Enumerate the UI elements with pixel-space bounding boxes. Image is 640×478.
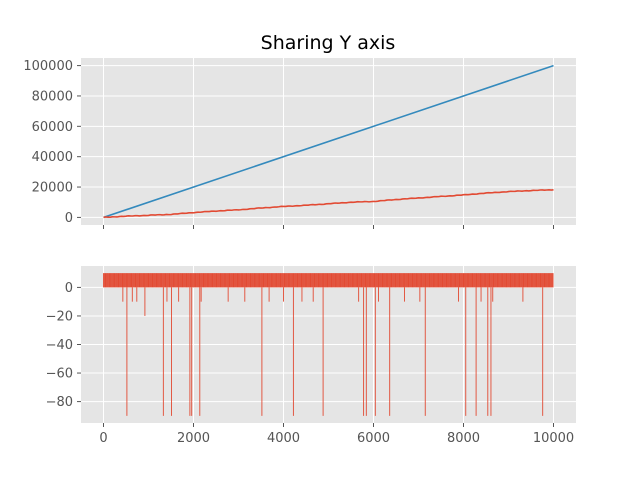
bottom-axes: −80 −60 −40 −20 0 0 2000 4000 6000 8000 10000 bbox=[46, 266, 576, 446]
bottom-y-tick-label: −60 bbox=[46, 367, 73, 382]
bottom-y-tick-label: −20 bbox=[46, 309, 73, 324]
chart-title: Sharing Y axis bbox=[261, 32, 396, 54]
bottom-x-tick-label: 0 bbox=[99, 431, 107, 446]
bottom-y-tick-label: 0 bbox=[65, 281, 73, 296]
bottom-x-tick-label: 6000 bbox=[357, 431, 390, 446]
bottom-x-tick-label: 4000 bbox=[267, 431, 300, 446]
top-axes: 0 20000 40000 60000 80000 100000 bbox=[23, 58, 576, 229]
top-y-tick-label: 60000 bbox=[32, 120, 73, 135]
bottom-x-tick-label: 8000 bbox=[447, 431, 480, 446]
top-y-tick-label: 100000 bbox=[23, 59, 73, 74]
bottom-x-tick-label: 2000 bbox=[177, 431, 210, 446]
top-y-tick-label: 40000 bbox=[32, 150, 73, 165]
top-series-line-1 bbox=[103, 188, 554, 219]
top-series-line-0 bbox=[103, 64, 554, 219]
bottom-x-tick-label: 10000 bbox=[533, 431, 574, 446]
bottom-y-tick-label: −80 bbox=[46, 395, 73, 410]
top-y-tick-label: 0 bbox=[65, 211, 73, 226]
bottom-y-tick-label: −40 bbox=[46, 338, 73, 353]
top-y-tick-label: 80000 bbox=[32, 89, 73, 104]
top-y-tick-label: 20000 bbox=[32, 181, 73, 196]
